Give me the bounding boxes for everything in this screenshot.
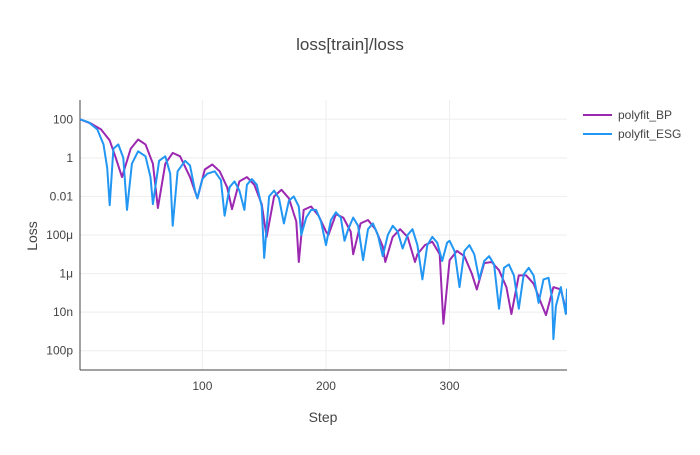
x-axis: 100 200 300	[80, 369, 567, 393]
y-axis: 100 1 0.01 100μ 1μ 10n 100p	[46, 100, 81, 370]
legend: polyfit_BP polyfit_ESG	[583, 108, 681, 141]
x-tick-label: 300	[440, 379, 460, 393]
y-tick-label: 100p	[46, 344, 73, 358]
x-tick-label: 200	[316, 379, 336, 393]
y-axis-label: Loss	[24, 221, 40, 251]
x-axis-label: Step	[309, 409, 338, 425]
plot-area	[80, 118, 567, 341]
y-tick-label: 0.01	[50, 189, 74, 203]
x-tick-label: 100	[192, 379, 212, 393]
grid	[80, 100, 567, 370]
chart-title: loss[train]/loss	[296, 35, 404, 54]
legend-label-polyfit_ESG[interactable]: polyfit_ESG	[618, 127, 681, 141]
legend-label-polyfit_BP[interactable]: polyfit_BP	[618, 108, 672, 122]
y-tick-label: 100	[53, 112, 73, 126]
y-tick-label: 1	[66, 151, 73, 165]
series-line-polyfit_ESG	[80, 118, 567, 341]
y-tick-label: 1μ	[59, 267, 73, 281]
series-line-polyfit_BP	[80, 118, 567, 325]
y-tick-label: 10n	[53, 305, 73, 319]
y-tick-label: 100μ	[46, 228, 73, 242]
